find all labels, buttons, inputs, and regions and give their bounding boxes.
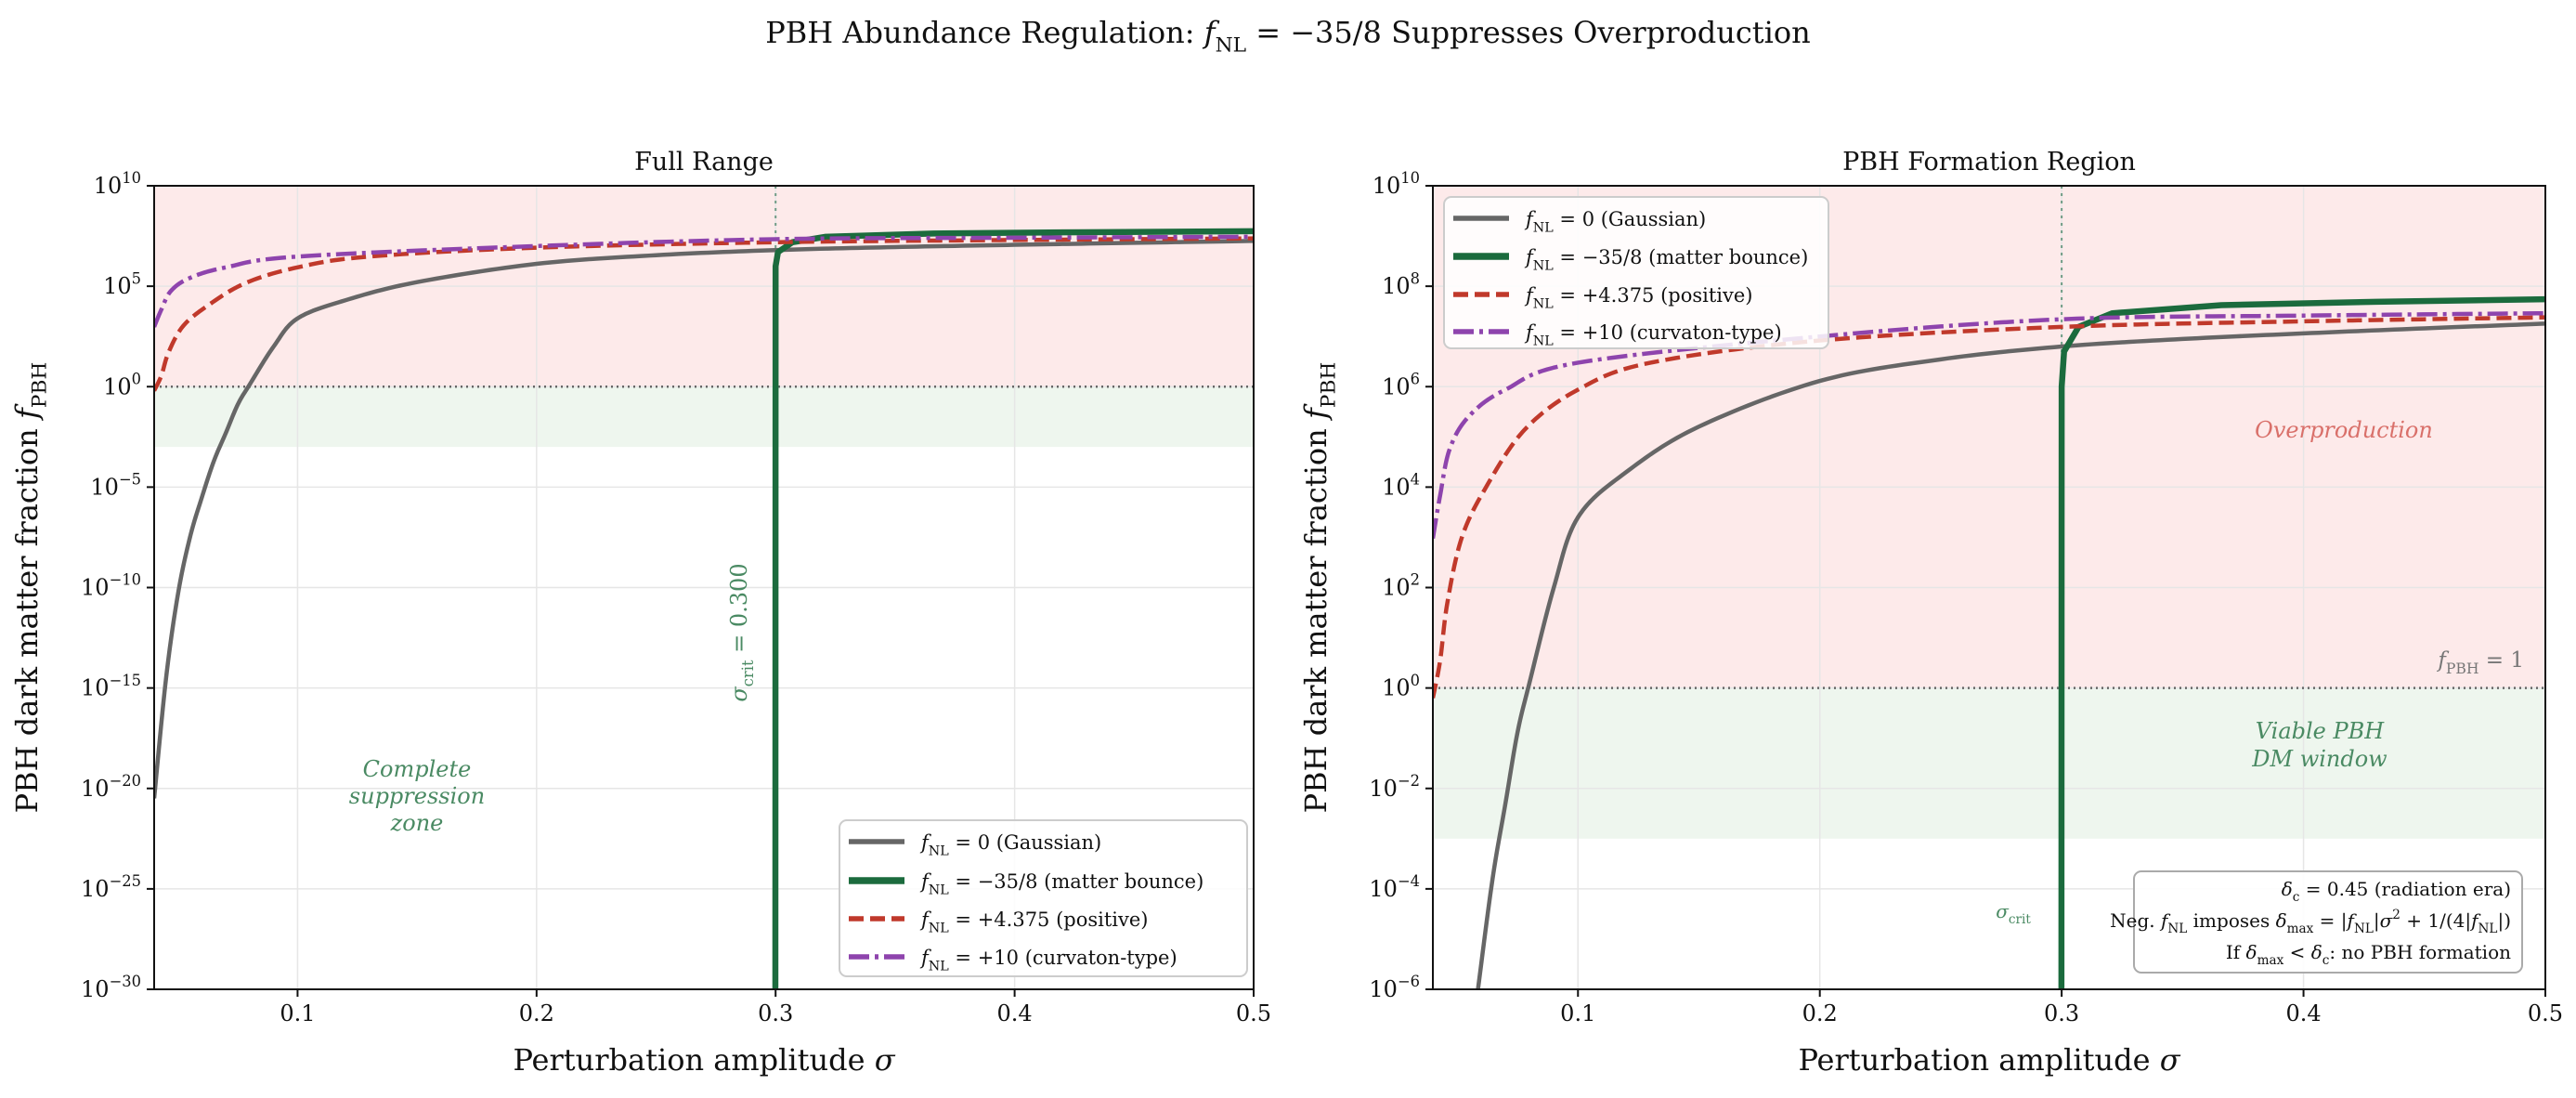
- y-axis-label: PBH dark matter fraction f_{PBH}: [1298, 362, 1341, 814]
- y-axis-label: PBH dark matter fraction f_{PBH}: [9, 362, 52, 814]
- series-line-gaussian: [154, 239, 1254, 799]
- suppression-zone-label: suppression: [349, 783, 485, 809]
- x-tick-label: 0.5: [1236, 1000, 1271, 1026]
- info-box-line: δ_{c} = 0.45 (radiation era): [2282, 878, 2511, 905]
- y-tick-label: 10^{−5}: [90, 471, 141, 501]
- sigma-crit-label: σ_{crit}: [1996, 900, 2031, 927]
- y-tick-label: 10^{2}: [1382, 571, 1420, 601]
- x-tick-label: 0.2: [519, 1000, 554, 1026]
- series-line-gaussian: [1476, 321, 2545, 989]
- legend-label-matter_bounce: f_{NL} = −35/8 (matter bounce): [919, 870, 1203, 897]
- legend-label-curvaton: f_{NL} = +10 (curvaton-type): [919, 947, 1177, 974]
- y-tick-label: 10^{0}: [1382, 672, 1420, 701]
- y-tick-label: 10^{−30}: [81, 973, 141, 1002]
- series-line-positive: [154, 236, 1254, 393]
- viable-region: [154, 386, 1254, 448]
- series-line-curvaton: [154, 234, 1254, 329]
- legend: f_{NL} = 0 (Gaussian) f_{NL} = −35/8 (mat…: [839, 819, 1248, 977]
- x-tick-label: 0.4: [2285, 1000, 2321, 1026]
- legend-label-positive: f_{NL} = +4.375 (positive): [919, 908, 1149, 935]
- legend-label-matter_bounce: f_{NL} = −35/8 (matter bounce): [1524, 246, 1808, 273]
- series-group: [1433, 295, 2545, 989]
- x-tick-label: 0.3: [2044, 1000, 2079, 1026]
- series-line-positive: [1433, 315, 2545, 699]
- panel-title: PBH Formation Region: [1842, 148, 2136, 176]
- overproduction-label: Overproduction: [2255, 417, 2433, 443]
- x-tick-label: 0.3: [758, 1000, 793, 1026]
- panel-pbh-formation-region: 0.1 0.2 0.3 0.4 0.5 10^{10} 10^{8} 10^{6} 10^{4}…: [1298, 148, 2563, 1078]
- y-tick-label: 10^{5}: [103, 269, 141, 299]
- x-axis-label: Perturbation amplitude σ: [513, 1042, 895, 1078]
- y-tick-label: 10^{−15}: [81, 672, 141, 701]
- legend: f_{NL} = 0 (Gaussian) f_{NL} = −35/8 (mat…: [1443, 196, 1829, 349]
- panel-full-range: 0.1 0.2 0.3 0.4 0.5 10^{10} 10^{5} 10^{0} 10^{−5…: [9, 148, 1271, 1078]
- legend-box: [839, 819, 1248, 977]
- viable-window-label: Viable PBH: [2256, 718, 2386, 744]
- series-line-curvaton: [1433, 310, 2545, 540]
- y-tick-label: 10^{−25}: [81, 872, 141, 902]
- x-tick-label: 0.5: [2528, 1000, 2563, 1026]
- f-pbh-one-label: f_{PBH} = 1: [2436, 648, 2524, 677]
- x-axis-label: Perturbation amplitude σ: [1798, 1042, 2180, 1078]
- figure-title: PBH Abundance Regulation: f_{NL} = −35/8…: [765, 15, 1811, 58]
- x-tick-label: 0.1: [1560, 1000, 1595, 1026]
- suppression-zone-label: zone: [390, 810, 444, 836]
- y-tick-label: 10^{10}: [94, 169, 141, 199]
- y-tick-label: 10^{−6}: [1369, 973, 1420, 1002]
- info-box-line: Neg. f_{NL} imposes δ_{max} = |f_{NL}|σ^…: [2110, 908, 2511, 936]
- x-tick-label: 0.4: [997, 1000, 1033, 1026]
- legend-label-gaussian: f_{NL} = 0 (Gaussian): [919, 831, 1101, 858]
- y-tick-label: 10^{6}: [1382, 370, 1420, 399]
- y-tick-label: 10^{−10}: [81, 571, 141, 601]
- legend-label-gaussian: f_{NL} = 0 (Gaussian): [1524, 208, 1706, 235]
- y-tick-label: 10^{8}: [1382, 269, 1420, 299]
- viable-window-label: DM window: [2251, 746, 2387, 772]
- x-tick-label: 0.2: [1802, 1000, 1838, 1026]
- panel-title: Full Range: [634, 148, 774, 176]
- x-tick-label: 0.1: [280, 1000, 315, 1026]
- legend-label-positive: f_{NL} = +4.375 (positive): [1524, 284, 1753, 311]
- y-tick-label: 10^{10}: [1373, 169, 1420, 199]
- y-tick-label: 10^{4}: [1382, 471, 1420, 501]
- suppression-zone-label: Complete: [363, 756, 472, 782]
- sigma-crit-label: σ_{crit} = 0.300: [726, 563, 757, 701]
- viable-region: [1433, 687, 2545, 839]
- y-tick-label: 10^{0}: [103, 370, 141, 399]
- y-tick-label: 10^{−4}: [1369, 872, 1420, 902]
- legend-label-curvaton: f_{NL} = +10 (curvaton-type): [1524, 321, 1782, 348]
- info-box: [2133, 870, 2523, 974]
- y-tick-label: 10^{−2}: [1369, 772, 1420, 802]
- series-group: [154, 228, 1254, 989]
- y-tick-label: 10^{−20}: [81, 772, 141, 802]
- info-box-line: If δ_{max} < δ_{c}: no PBH formation: [2226, 941, 2511, 968]
- legend-box: [1443, 196, 1829, 349]
